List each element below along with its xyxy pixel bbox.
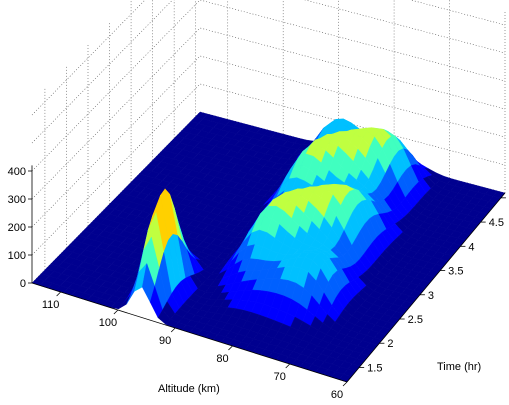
grid-line [31,0,506,144]
x-tick-label: 100 [99,317,117,329]
y-tick-label: 4 [468,241,474,253]
y-tick-label: 2.5 [408,314,423,326]
y-tick-label: 3.5 [448,266,463,278]
x-axis-line [31,282,348,383]
y-tick-label: 3 [428,290,434,302]
grid-line [31,83,506,256]
x-tick-label: 110 [42,299,60,311]
z-tick-label: 300 [8,194,26,206]
y-tick-label: 1.5 [367,362,382,374]
x-tick [342,381,348,387]
x-tick [56,291,61,297]
y-tick-label: 2 [387,338,393,350]
surface-mesh [31,111,506,383]
grid-line [31,0,506,116]
x-tick-label: 70 [274,371,286,383]
x-tick [113,309,119,315]
x-tick-label: 60 [331,389,343,401]
x-axis-label: Altitude (km) [158,383,220,395]
z-tick-label: 200 [8,222,26,234]
y-axis-line [346,192,506,383]
x-tick [285,363,291,369]
x-tick [170,327,176,333]
z-tick-label: 100 [8,250,26,262]
axes: Altitude (km) Time (hr) 0 100 200 300 400 110… [8,165,509,401]
grid-line [31,0,506,172]
z-tick-label: 0 [20,278,26,290]
grid-line [31,27,506,200]
z-tick-label: 400 [8,166,26,178]
y-axis-label: Time (hr) [437,361,481,373]
y-tick-label: 4.5 [489,217,504,229]
grid-line [31,55,506,228]
x-tick-label: 90 [159,335,171,347]
x-tick [228,345,233,351]
x-tick-label: 80 [216,353,228,365]
